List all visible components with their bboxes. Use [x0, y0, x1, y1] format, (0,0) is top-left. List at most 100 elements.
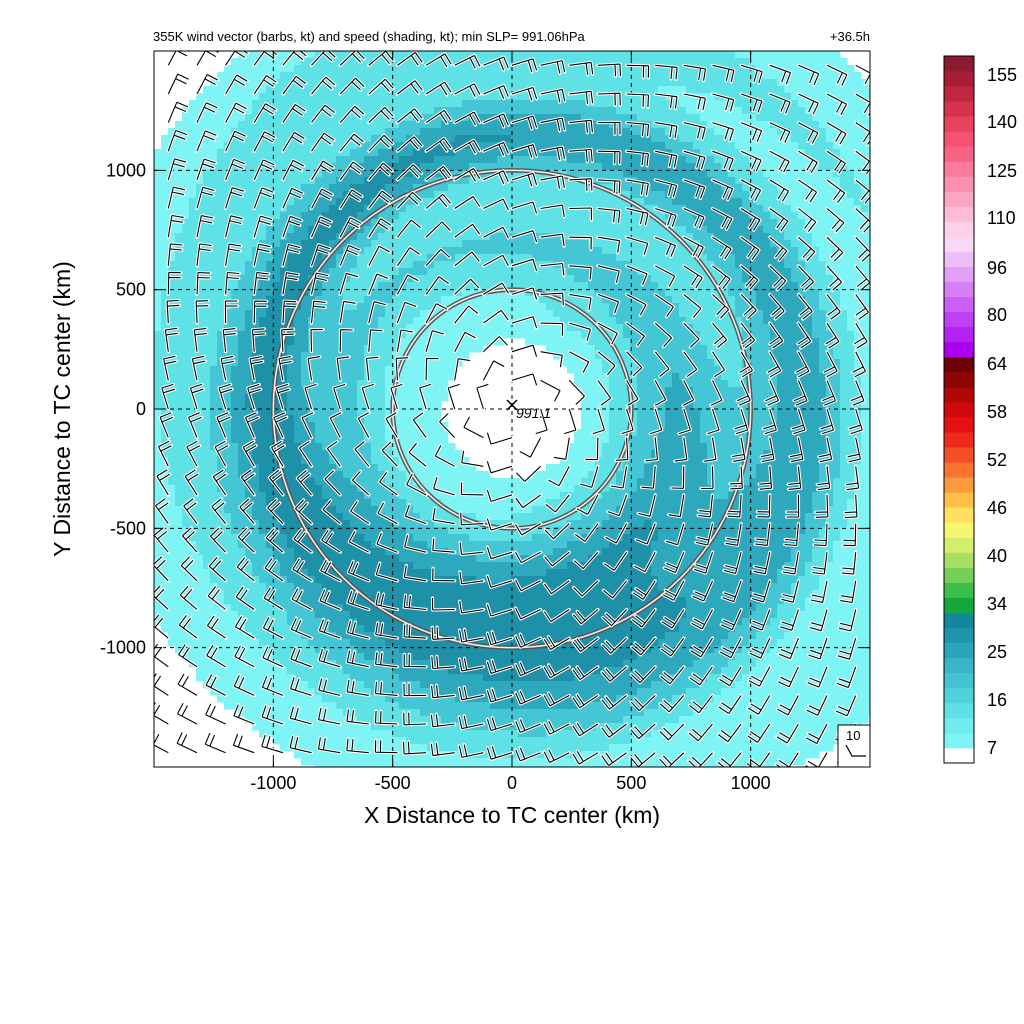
wind-barb — [375, 622, 398, 639]
wind-barb — [346, 650, 369, 668]
wind-barb — [769, 265, 787, 291]
wind-barb — [431, 685, 455, 699]
wind-barb — [665, 523, 685, 546]
wind-barb — [339, 189, 363, 209]
wind-barb — [403, 654, 427, 668]
wind-barb — [339, 77, 365, 95]
wind-barb — [826, 236, 844, 262]
wind-barb — [789, 437, 804, 463]
wind-barb — [433, 477, 455, 496]
wind-barb — [655, 93, 678, 109]
wind-barb — [458, 658, 484, 672]
wind-barb — [569, 207, 593, 221]
wind-barb — [654, 322, 673, 348]
colorbar-swatch — [944, 447, 974, 463]
wind-barb — [837, 637, 857, 660]
wind-barb — [346, 738, 369, 754]
wind-barb — [683, 236, 704, 259]
wind-barb — [301, 412, 314, 438]
wind-barb — [682, 380, 695, 406]
wind-barb — [282, 243, 301, 266]
colorbar-swatch — [944, 717, 974, 734]
wind-barb — [511, 172, 538, 187]
wind-barb — [486, 489, 513, 502]
wind-barb — [659, 752, 685, 767]
wind-barb — [573, 551, 599, 570]
wind-barb — [730, 466, 743, 490]
wind-barb — [311, 76, 336, 95]
wind-barb — [375, 592, 398, 611]
wind-barb — [177, 673, 198, 696]
wind-barb — [515, 494, 541, 509]
wind-barb — [712, 122, 734, 141]
wind-barb — [798, 150, 818, 174]
wind-barb — [396, 274, 419, 295]
wind-barb — [734, 408, 749, 435]
wind-barb — [403, 565, 427, 582]
wind-barb — [748, 666, 771, 687]
wind-barb — [458, 744, 484, 758]
wind-barb — [339, 329, 353, 352]
wind-barb — [568, 380, 585, 405]
wind-barb — [432, 538, 455, 553]
wind-barb — [178, 614, 198, 639]
wind-barb — [454, 139, 481, 154]
wind-barb — [573, 580, 599, 597]
wind-barb — [432, 568, 455, 582]
wind-barb — [798, 236, 816, 262]
wind-barb — [664, 551, 685, 574]
wind-barb — [351, 470, 370, 496]
wind-barb — [294, 499, 312, 525]
wind-barb — [431, 597, 455, 611]
range-rings — [271, 168, 753, 650]
wind-barb — [425, 109, 452, 124]
wind-barb — [290, 677, 312, 696]
wind-barb — [597, 63, 622, 77]
x-tick-label: -1000 — [250, 773, 296, 793]
wind-barb — [603, 551, 628, 571]
wind-barb — [769, 322, 784, 349]
wind-barb — [769, 64, 792, 85]
wind-barb — [476, 383, 489, 410]
wind-barb — [211, 498, 227, 524]
wind-barb — [403, 595, 427, 611]
wind-barb — [836, 666, 857, 689]
wind-barb — [767, 351, 782, 378]
wind-barb — [322, 500, 341, 525]
wind-barb — [368, 162, 393, 181]
wind-barb — [683, 322, 700, 348]
wind-barb — [402, 741, 427, 755]
colorbar-tick-label: 110 — [987, 208, 1016, 228]
wind-barb — [626, 380, 639, 406]
wind-barb — [540, 88, 566, 103]
wind-barb — [408, 442, 427, 467]
wind-barb — [368, 273, 389, 295]
wind-barb — [853, 322, 868, 349]
wind-barb — [265, 528, 284, 553]
colorbar-swatch — [944, 236, 974, 252]
wind-barb — [641, 466, 656, 489]
colorbar-swatch — [944, 567, 974, 583]
wind-barb — [511, 58, 538, 72]
wind-barb — [769, 179, 790, 202]
reference-barb-label: 10 — [846, 728, 860, 743]
wind-barb — [339, 161, 364, 181]
wind-barb — [205, 703, 226, 725]
wind-barb — [826, 64, 848, 86]
wind-barb — [826, 122, 847, 145]
wind-barb — [253, 159, 275, 181]
wind-barb — [843, 523, 857, 547]
wind-barb — [630, 723, 656, 740]
wind-barb — [769, 236, 788, 261]
wind-barb — [486, 575, 513, 588]
wind-barb — [368, 190, 393, 209]
wind-barb — [368, 78, 394, 95]
wind-barb — [425, 193, 452, 209]
wind-barb — [689, 666, 713, 686]
wind-barb — [159, 412, 174, 438]
wind-barb — [797, 294, 813, 320]
wind-barb — [208, 556, 226, 582]
wind-barb — [439, 413, 456, 438]
wind-barb — [167, 243, 183, 266]
